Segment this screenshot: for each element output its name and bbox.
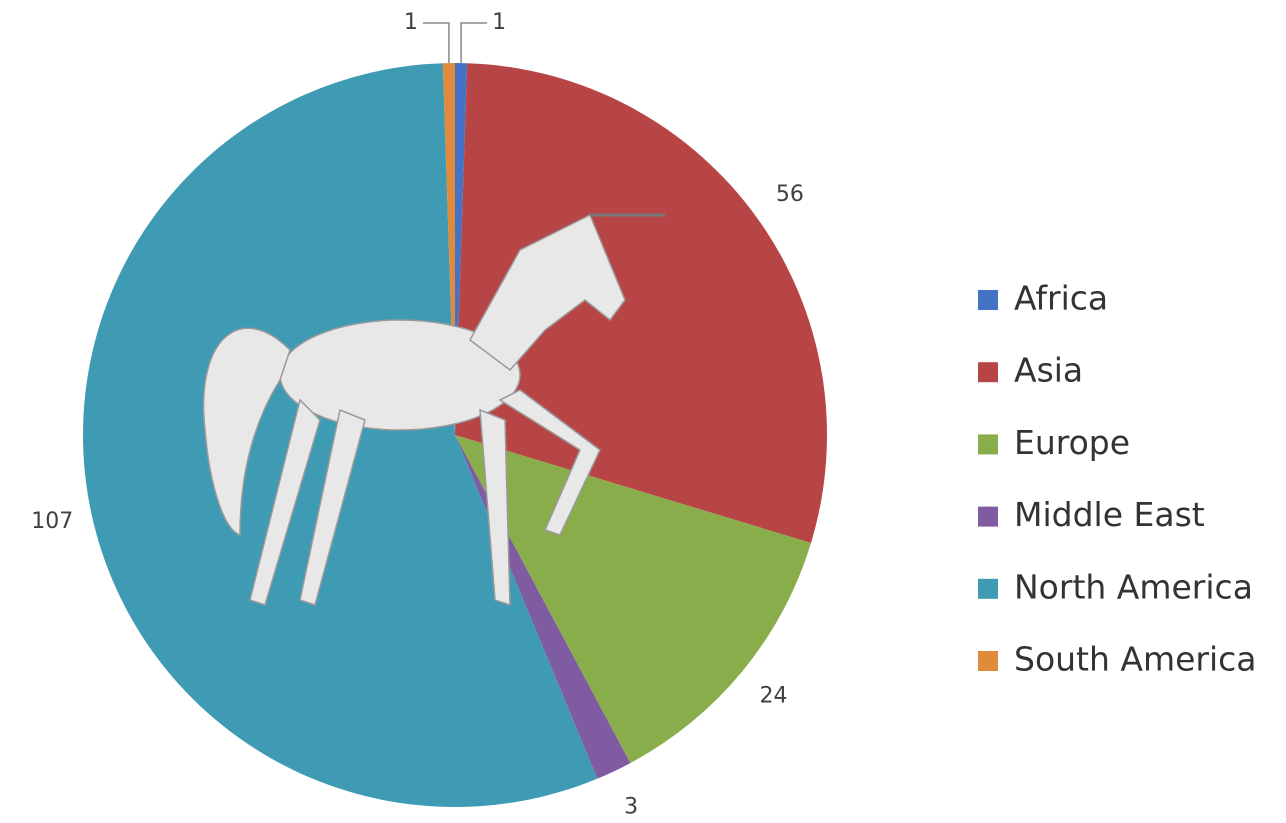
legend-label: Asia <box>1014 351 1083 390</box>
data-label: 24 <box>759 683 787 708</box>
data-label: 1 <box>404 10 418 35</box>
decorative-unicorn <box>202 213 665 607</box>
leader-line <box>460 22 488 64</box>
unicorn-legs <box>249 389 601 607</box>
pie-slice <box>455 435 811 764</box>
data-label: 1 <box>492 10 506 35</box>
legend-label: South America <box>1014 640 1257 679</box>
data-labels: 1 56 24 3 107 1 <box>31 10 804 819</box>
legend-swatch <box>978 362 998 383</box>
legend-swatch <box>978 290 998 310</box>
data-label: 3 <box>624 794 638 819</box>
data-label: 56 <box>776 182 804 207</box>
data-label: 107 <box>31 509 73 534</box>
leader-line <box>422 22 450 64</box>
legend-label: Middle East <box>1014 495 1205 534</box>
pie <box>82 63 827 808</box>
legend-swatch <box>978 434 998 455</box>
legend-label: Africa <box>1014 279 1108 318</box>
legend-label: North America <box>1014 567 1253 606</box>
unicorn-tail <box>202 327 291 537</box>
legend-label: Europe <box>1014 423 1130 462</box>
legend-swatch <box>978 578 998 599</box>
unicorn-neck-head <box>469 213 626 372</box>
legend: Africa Asia Europe Middle East North America… <box>978 279 1257 679</box>
legend-swatch <box>978 651 998 671</box>
legend-swatch <box>978 506 998 527</box>
